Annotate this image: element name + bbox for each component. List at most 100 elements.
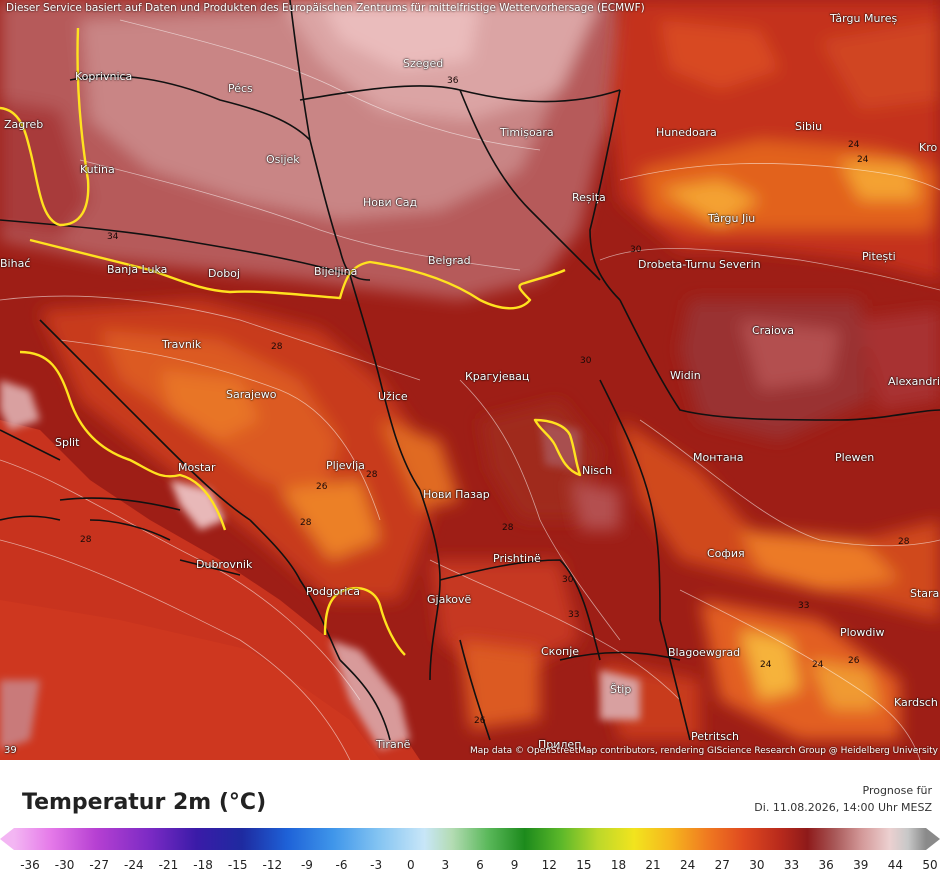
city-name: Plowdiw bbox=[840, 626, 885, 639]
city-label: Tiranë bbox=[376, 738, 410, 751]
city-name: Pljevlja bbox=[326, 459, 365, 472]
city-label: Alexandria bbox=[888, 375, 940, 388]
scale-tick-label: -27 bbox=[89, 858, 110, 872]
scale-arrow-right bbox=[926, 828, 940, 850]
city-label: Doboj bbox=[208, 267, 240, 280]
scale-tick-label: 36 bbox=[818, 858, 834, 872]
contour-value: 24 bbox=[760, 660, 772, 670]
city-label: Reșița bbox=[572, 191, 606, 204]
city-name: Prishtinë bbox=[493, 552, 541, 565]
city-name: Drobeta-Turnu Severin bbox=[638, 258, 761, 271]
city-name: Alexandria bbox=[888, 375, 940, 388]
city-label: Pljevlja bbox=[326, 459, 365, 472]
contour-value: 33 bbox=[798, 601, 810, 611]
city-name: Târgu Mureș bbox=[830, 12, 898, 25]
city-name: Kardsch bbox=[894, 696, 938, 709]
contour-value: 30 bbox=[562, 575, 574, 585]
temperature-field bbox=[0, 0, 940, 760]
forecast-label: Prognose für bbox=[862, 784, 933, 797]
scale-tick-label: -9 bbox=[300, 858, 313, 872]
scale-tick-label: 33 bbox=[783, 858, 800, 872]
attribution-bottom: Map data © OpenStreetMap contributors, r… bbox=[470, 746, 938, 756]
scale-tick-label: -30 bbox=[54, 858, 75, 872]
city-name: Târgu Jiu bbox=[708, 212, 756, 225]
city-name: Craiova bbox=[752, 324, 794, 337]
city-name: Plewen bbox=[835, 451, 875, 464]
city-label: Pitești bbox=[862, 250, 896, 263]
scale-tick-label: 50 bbox=[922, 858, 938, 872]
color-scale-ticks: -36 -30 -27 -24 -21 -18 -15 -12 -9 -6 -3 0 3 6 9 12 15 18… bbox=[0, 858, 940, 874]
city-name: Belgrad bbox=[428, 254, 471, 267]
scale-tick-label: -18 bbox=[193, 858, 213, 872]
city-name: Pécs bbox=[228, 82, 253, 95]
city-name: Нови Пазар bbox=[423, 488, 490, 501]
city-label: Užice bbox=[378, 390, 408, 403]
scale-tick-label: 21 bbox=[645, 858, 661, 872]
contour-value: 26 bbox=[474, 716, 486, 726]
city-name: Nisch bbox=[582, 464, 613, 477]
map-title: Temperatur 2m (°C) bbox=[22, 790, 267, 815]
city-name: София bbox=[707, 547, 745, 560]
scale-tick-label: 12 bbox=[541, 858, 557, 872]
city-name: Скопје bbox=[541, 645, 580, 658]
city-name: Bijeljina bbox=[314, 265, 358, 278]
weather-map[interactable]: Dieser Service basiert auf Daten und Pro… bbox=[0, 0, 940, 760]
city-name: Štip bbox=[610, 683, 632, 696]
city-label: Szeged bbox=[403, 57, 443, 70]
contour-value: 30 bbox=[630, 245, 642, 255]
city-name: Osijek bbox=[266, 153, 300, 166]
contour-value: 24 bbox=[857, 155, 869, 165]
city-name: Szeged bbox=[403, 57, 444, 70]
city-name: Dubrovnik bbox=[196, 558, 253, 571]
scale-tick-label: -6 bbox=[335, 858, 348, 872]
city-name: Užice bbox=[378, 390, 408, 403]
contour-value: 28 bbox=[366, 470, 378, 480]
city-label: Kutina bbox=[80, 163, 115, 176]
contour-value: 36 bbox=[447, 76, 459, 86]
city-label: Bihać bbox=[0, 257, 30, 270]
city-name: Zagreb bbox=[4, 118, 44, 131]
city-name: Podgorica bbox=[306, 585, 361, 598]
city-label: Târgu Jiu bbox=[708, 212, 755, 225]
city-name: Petritsch bbox=[691, 730, 739, 743]
contour-value: 28 bbox=[898, 537, 910, 547]
city-label: Zagreb bbox=[4, 118, 43, 131]
forecast-date: Di. 11.08.2026, 14:00 Uhr MESZ bbox=[754, 801, 932, 814]
scale-tick-label: 6 bbox=[476, 858, 484, 872]
contour-value: 24 bbox=[848, 140, 860, 150]
contour-value: 24 bbox=[812, 660, 824, 670]
city-label: Osijek bbox=[266, 153, 300, 166]
city-label: Монтана bbox=[693, 451, 744, 464]
city-label: Nisch bbox=[582, 464, 612, 477]
city-name: Pitești bbox=[862, 250, 896, 263]
color-scale-bar bbox=[0, 828, 940, 850]
scale-arrow-left bbox=[0, 828, 14, 850]
city-name: Hunedoara bbox=[656, 126, 717, 139]
city-name: Widin bbox=[670, 369, 701, 382]
city-label: Sibiu bbox=[795, 120, 822, 133]
contour-value: 26 bbox=[848, 656, 860, 666]
city-label: Split bbox=[55, 436, 79, 449]
city-label: Kro bbox=[919, 141, 937, 154]
city-name: Reșița bbox=[572, 191, 606, 204]
city-label: София bbox=[707, 547, 745, 560]
city-label: Hunedoara bbox=[656, 126, 717, 139]
contour-value: 26 bbox=[316, 482, 328, 492]
scale-gradient bbox=[14, 828, 926, 850]
city-label: Banja Luka bbox=[107, 263, 167, 276]
city-label: Târgu Mureș bbox=[830, 12, 897, 25]
scale-tick-label: 44 bbox=[887, 858, 904, 872]
city-name: Kro bbox=[919, 141, 938, 154]
city-name: Doboj bbox=[208, 267, 240, 280]
city-label: Gjakovë bbox=[427, 593, 471, 606]
scale-tick-label: -12 bbox=[262, 858, 283, 872]
city-label: Plowdiw bbox=[840, 626, 884, 639]
city-label: Dubrovnik bbox=[196, 558, 252, 571]
scale-tick-label: 0 bbox=[406, 858, 415, 872]
city-name: Banja Luka bbox=[107, 263, 168, 276]
city-name: Sibiu bbox=[795, 120, 823, 133]
city-label: Нови Сад bbox=[363, 196, 417, 209]
city-name: Split bbox=[55, 436, 80, 449]
attribution-top: Dieser Service basiert auf Daten und Pro… bbox=[6, 2, 645, 14]
city-label: Petritsch bbox=[691, 730, 739, 743]
